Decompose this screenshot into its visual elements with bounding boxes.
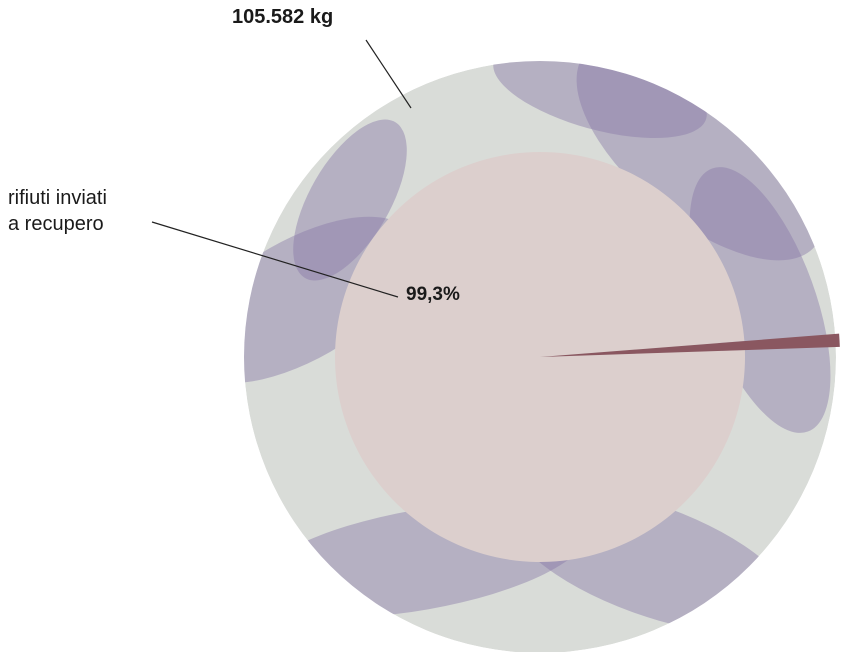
slice-percent-label: 99,3% xyxy=(406,284,460,306)
category-label-line-1: rifiuti inviati xyxy=(8,185,107,211)
total-value-label: 105.582 kg xyxy=(232,6,333,29)
category-label: rifiuti inviati a recupero xyxy=(8,185,107,237)
total-leader-line xyxy=(366,40,411,108)
pie-slice-recupero xyxy=(335,152,745,562)
category-label-line-2: a recupero xyxy=(8,211,107,237)
